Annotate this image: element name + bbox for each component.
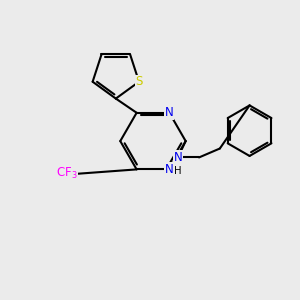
Text: N: N: [165, 106, 174, 119]
Text: CF$_3$: CF$_3$: [56, 166, 77, 181]
Text: H: H: [174, 166, 182, 176]
Text: S: S: [135, 75, 143, 88]
Text: N: N: [174, 151, 182, 164]
Text: N: N: [165, 163, 174, 176]
